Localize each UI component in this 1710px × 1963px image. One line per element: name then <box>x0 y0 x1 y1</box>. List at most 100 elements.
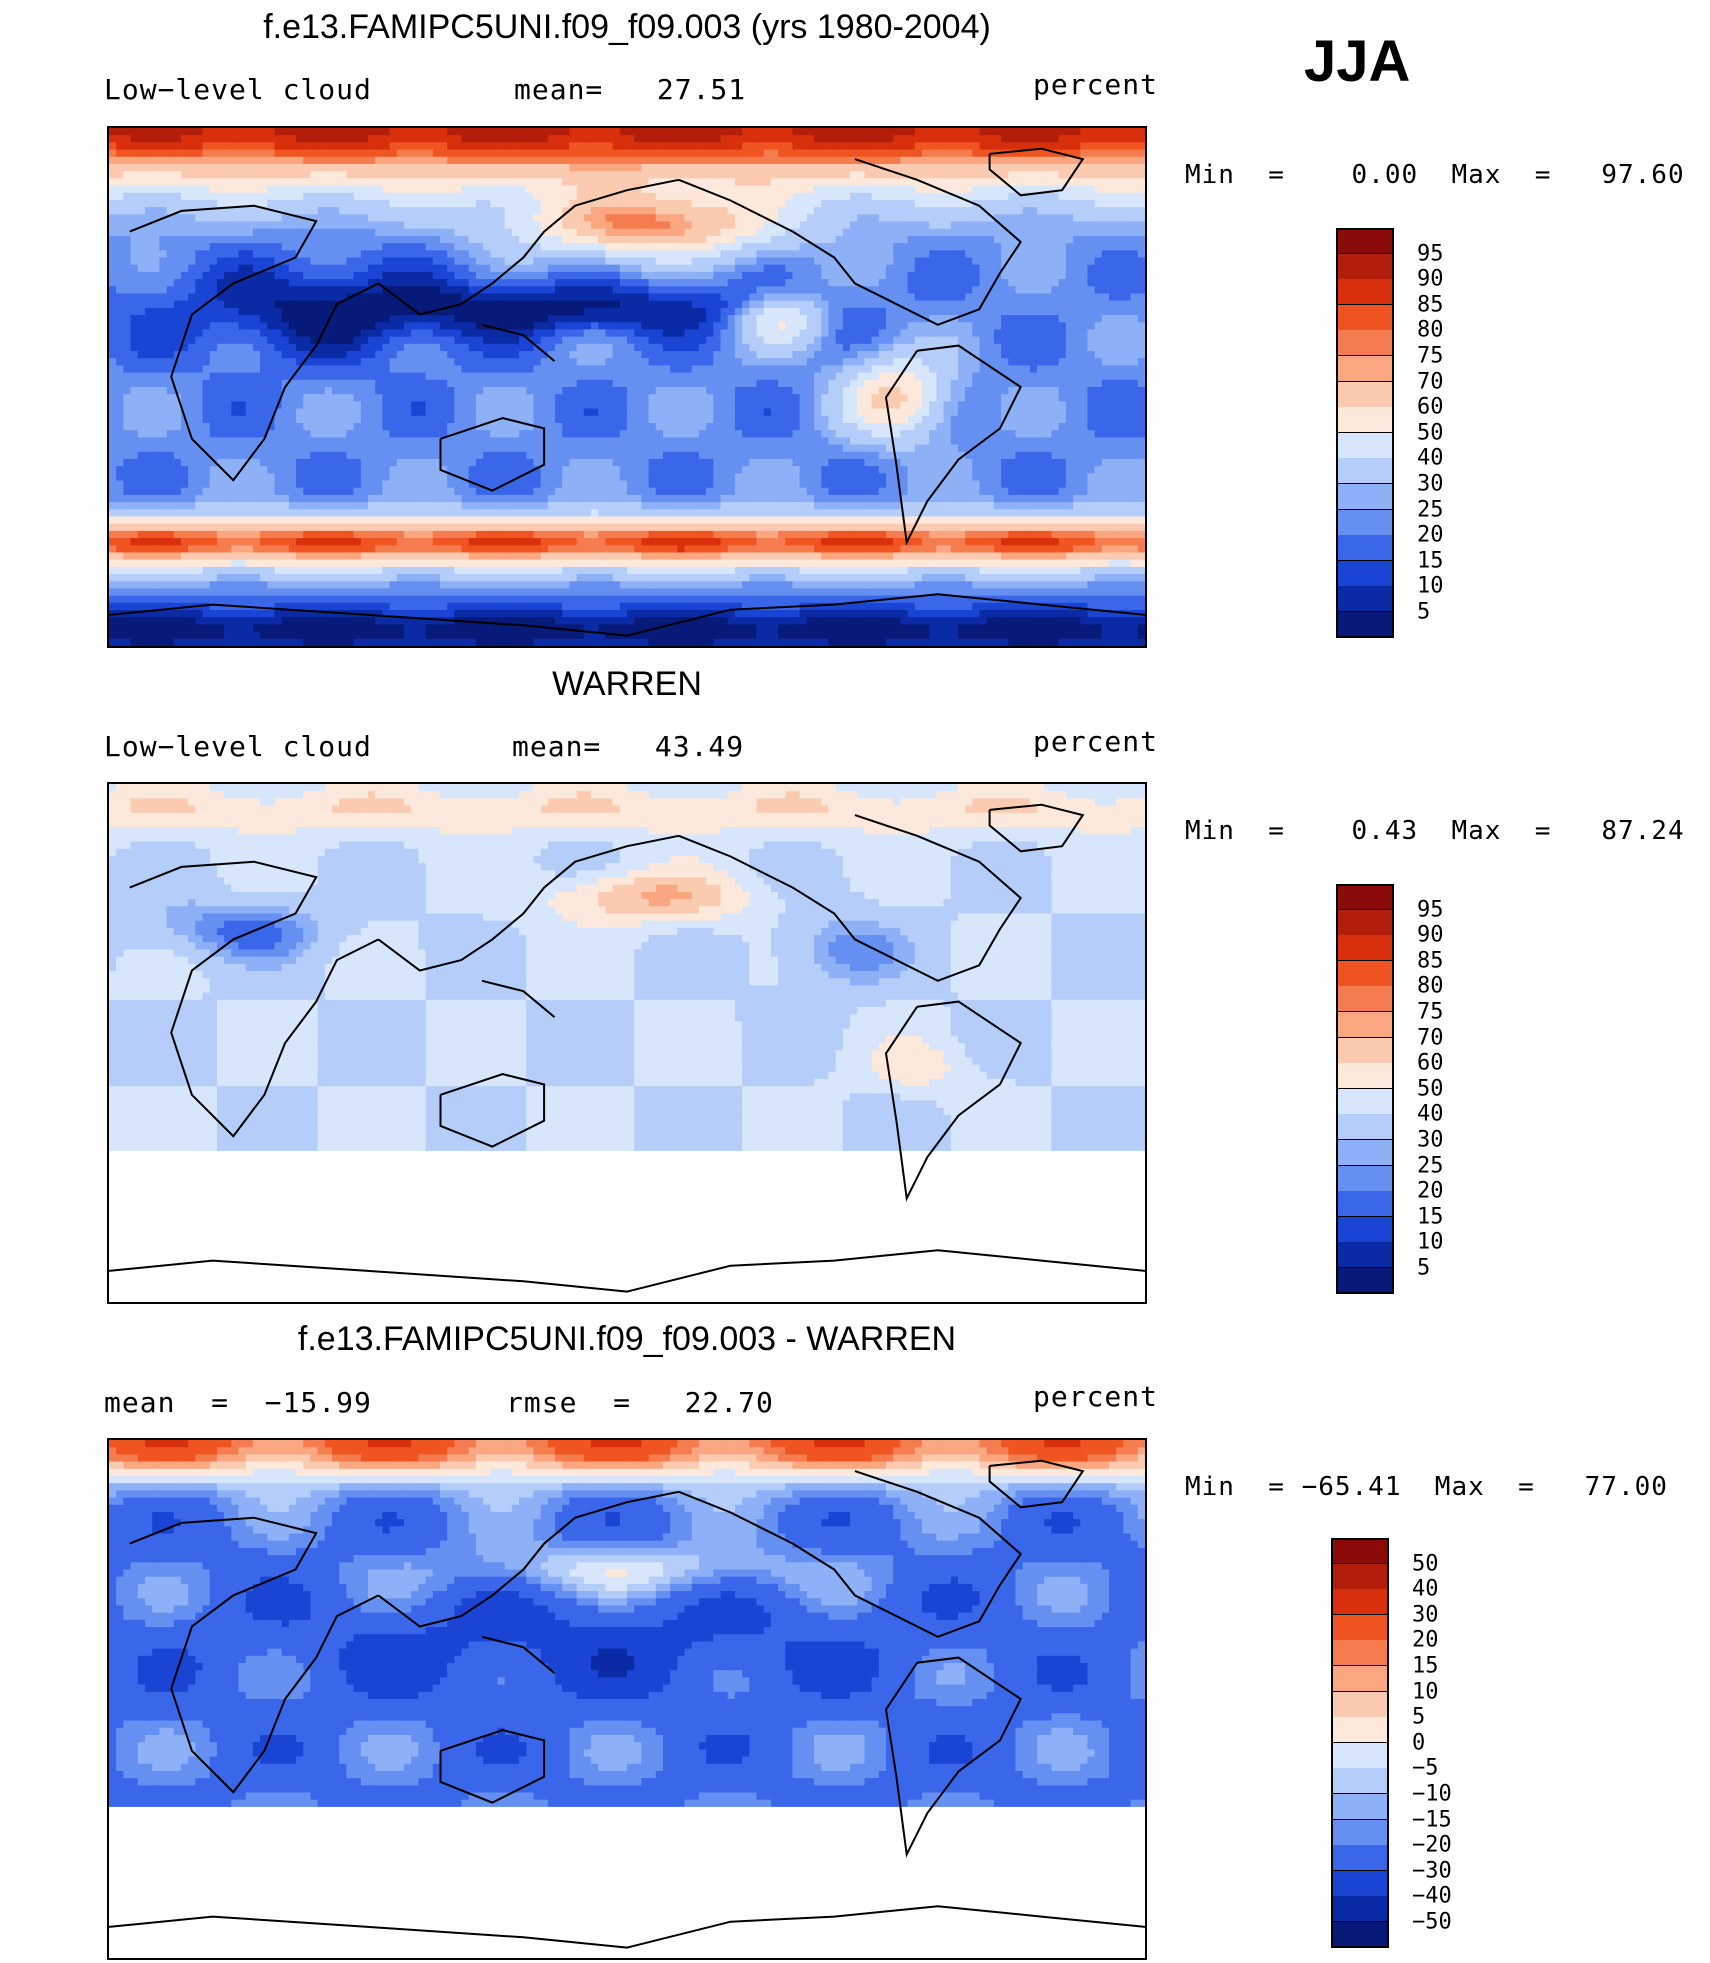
map-cell <box>799 207 808 215</box>
map-cell <box>504 214 513 223</box>
map-cell <box>519 343 527 352</box>
map-cell <box>986 264 995 273</box>
map-cell <box>497 286 506 295</box>
map-cell <box>598 214 607 223</box>
map-cell <box>396 343 405 352</box>
map-cell <box>540 264 549 273</box>
map-cell <box>511 135 520 143</box>
map-cell <box>1073 207 1081 215</box>
map-cell <box>799 142 808 151</box>
map-cell <box>1029 300 1038 309</box>
map-cell <box>1073 264 1081 273</box>
map-cell <box>893 286 901 295</box>
map-cell <box>828 300 837 309</box>
map-cell <box>252 358 261 367</box>
map-cell <box>598 235 607 244</box>
map-cell <box>260 365 268 374</box>
map-cell <box>1116 135 1125 143</box>
map-cell <box>296 315 304 323</box>
map-cell <box>612 178 621 187</box>
map-cell <box>209 178 218 187</box>
map-cell <box>583 307 592 316</box>
map-cell <box>749 149 758 158</box>
map-cell <box>526 221 535 230</box>
map-cell <box>403 163 412 172</box>
map-cell <box>109 351 117 359</box>
map-cell <box>188 178 196 187</box>
map-cell <box>1022 214 1031 223</box>
map-cell <box>490 192 499 201</box>
map-cell <box>698 257 707 266</box>
map-cell <box>152 343 160 352</box>
map-cell <box>368 336 376 345</box>
map-cell <box>1015 192 1024 201</box>
map-cell <box>252 199 261 208</box>
map-cell <box>152 257 160 266</box>
map-cell <box>627 322 635 331</box>
map-cell <box>216 336 225 345</box>
map-cell <box>850 163 858 172</box>
map-cell <box>252 228 261 237</box>
map-cell <box>116 307 124 316</box>
map-cell <box>483 221 491 230</box>
map-cell <box>209 307 218 316</box>
map-cell <box>878 235 887 244</box>
map-cell <box>598 264 607 273</box>
map-cell <box>821 135 830 143</box>
map-cell <box>346 322 355 331</box>
map-cell <box>555 207 563 215</box>
map-cell <box>583 192 592 201</box>
map-cell <box>475 214 484 223</box>
map-cell <box>468 128 477 136</box>
map-cell <box>389 199 398 208</box>
map-cell <box>583 235 592 244</box>
map-cell <box>1044 351 1053 359</box>
map-cell <box>835 221 844 230</box>
map-cell <box>936 192 945 201</box>
map-cell <box>1101 192 1110 201</box>
map-cell <box>353 315 362 323</box>
map-cell <box>281 293 290 302</box>
map-cell <box>806 300 815 309</box>
map-cell <box>346 135 355 143</box>
map-cell <box>1015 300 1024 309</box>
map-cell <box>734 192 743 201</box>
map-cell <box>353 207 362 215</box>
map-cell <box>1073 315 1081 323</box>
map-cell <box>1087 156 1096 165</box>
map-cell <box>691 163 700 172</box>
map-cell <box>698 279 707 287</box>
map-cell <box>655 343 664 352</box>
map-cell <box>1008 192 1017 201</box>
map-cell <box>396 358 405 367</box>
map-cell <box>691 171 700 179</box>
map-cell <box>504 257 513 266</box>
map-cell <box>1109 178 1117 187</box>
map-cell <box>749 293 758 302</box>
map-cell <box>634 156 642 165</box>
map-cell <box>1058 142 1067 151</box>
map-cell <box>929 286 937 295</box>
map-cell <box>137 235 146 244</box>
map-cell <box>713 351 722 359</box>
map-cell <box>591 271 599 280</box>
map-cell <box>1065 336 1074 345</box>
map-cell <box>403 293 412 302</box>
map-cell <box>864 293 873 302</box>
map-cell <box>389 156 398 165</box>
map-cell <box>821 207 830 215</box>
map-cell <box>216 293 225 302</box>
map-cell <box>173 343 182 352</box>
map-cell <box>159 192 168 201</box>
map-cell <box>1037 329 1045 338</box>
map-cell <box>425 293 434 302</box>
map-cell <box>317 307 326 316</box>
map-cell <box>619 300 628 309</box>
map-cell <box>972 365 981 374</box>
map-cell <box>497 279 506 287</box>
map-cell <box>713 329 722 338</box>
map-cell <box>332 257 340 266</box>
map-cell <box>929 358 937 367</box>
map-cell <box>375 286 383 295</box>
map-cell <box>1087 271 1096 280</box>
